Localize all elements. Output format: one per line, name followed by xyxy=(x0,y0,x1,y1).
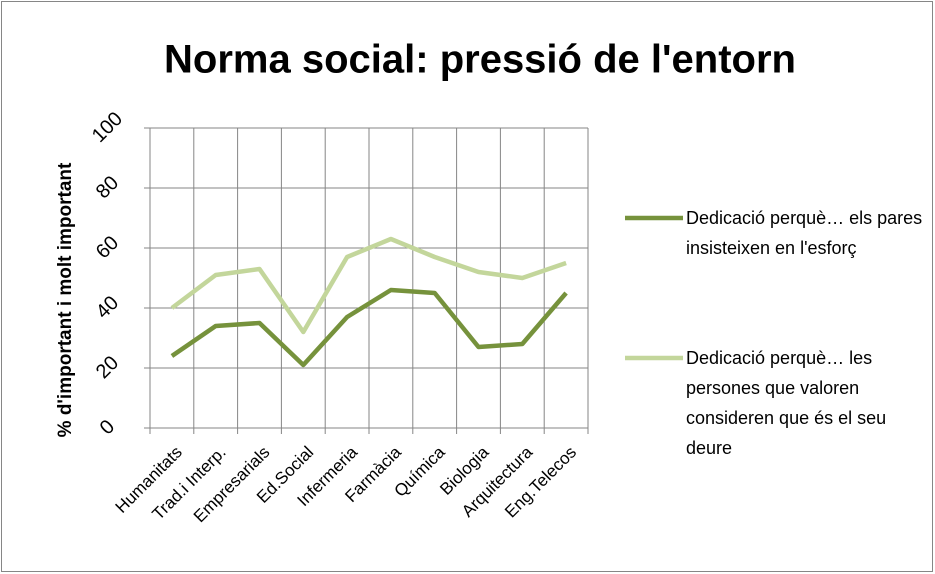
y-axis-title: % d'important i molt important xyxy=(55,162,76,437)
series-line xyxy=(170,287,568,368)
legend-label: Dedicació perquè… les persones que valor… xyxy=(686,348,887,458)
legend-label: Dedicació perquè… els pares insisteixen … xyxy=(686,208,923,258)
chart-title: Norma social: pressió de l'entorn xyxy=(164,38,796,82)
series-line xyxy=(170,236,567,335)
